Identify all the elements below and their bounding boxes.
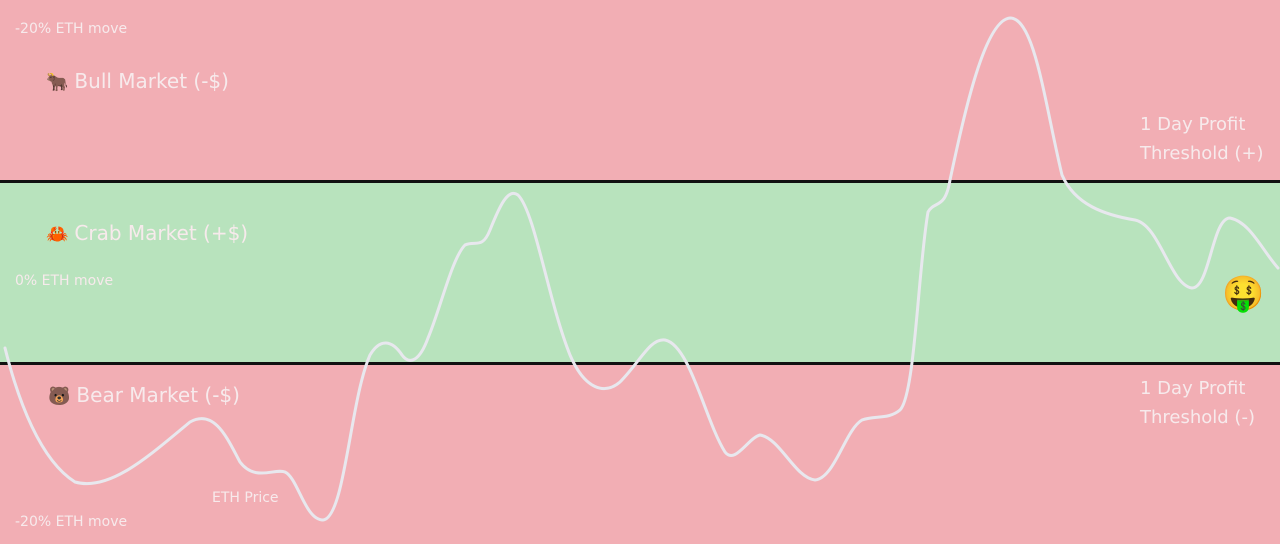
money-mouth-face-icon: 🤑	[1222, 274, 1265, 314]
bottom-axis-label: -20% ETH move	[15, 514, 128, 530]
upper-threshold-label: 1 Day Profit Threshold (+)	[1140, 110, 1264, 168]
bear-icon: 🐻	[48, 386, 71, 407]
bull-zone	[0, 0, 1280, 181]
bear-market-text: Bear Market (-$)	[76, 383, 240, 407]
lower-threshold-line2: Threshold (-)	[1140, 407, 1255, 428]
lower-threshold-line	[0, 362, 1280, 365]
upper-threshold-line1: 1 Day Profit	[1140, 114, 1246, 135]
top-axis-label: -20% ETH move	[15, 21, 128, 37]
bull-market-text: Bull Market (-$)	[74, 69, 229, 93]
crab-market-label: 🦀 Crab Market (+$)	[46, 221, 248, 245]
upper-threshold-line2: Threshold (+)	[1140, 143, 1264, 164]
crab-market-text: Crab Market (+$)	[74, 221, 249, 245]
lower-threshold-line1: 1 Day Profit	[1140, 378, 1246, 399]
upper-threshold-line	[0, 180, 1280, 183]
eth-price-label: ETH Price	[212, 490, 279, 506]
ox-icon: 🐂	[46, 72, 69, 93]
bull-market-label: 🐂 Bull Market (-$)	[46, 69, 229, 93]
crab-icon: 🦀	[46, 224, 69, 245]
crab-zone	[0, 181, 1280, 364]
middle-axis-label: 0% ETH move	[15, 273, 114, 289]
lower-threshold-label: 1 Day Profit Threshold (-)	[1140, 374, 1255, 432]
bear-zone	[0, 364, 1280, 544]
eth-price-line	[3, 16, 1280, 522]
bear-market-label: 🐻 Bear Market (-$)	[48, 383, 240, 407]
